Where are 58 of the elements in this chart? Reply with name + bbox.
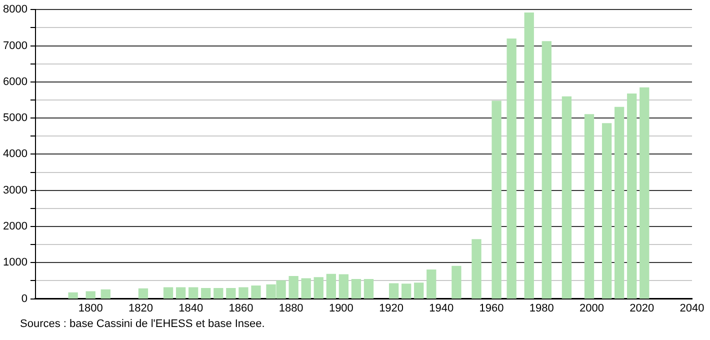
- x-tick-label: 1840: [178, 302, 204, 314]
- bar: [188, 287, 198, 299]
- y-tick-label: 2000: [2, 220, 28, 233]
- bar: [492, 100, 502, 299]
- bar: [201, 288, 211, 299]
- bar: [472, 239, 482, 299]
- x-tick-label: 1860: [228, 302, 254, 314]
- source-note: Sources : base Cassini de l'EHESS et base Insee.: [20, 318, 266, 330]
- bar: [226, 288, 236, 299]
- y-tick-label: 5000: [2, 112, 28, 124]
- y-tick-label: 7000: [2, 40, 28, 52]
- bar: [640, 87, 650, 299]
- x-tick-label: 2000: [580, 302, 604, 314]
- bar: [614, 106, 624, 299]
- x-tick-label: 1960: [479, 302, 504, 314]
- bar: [301, 278, 311, 299]
- bar: [364, 278, 374, 299]
- bar: [542, 41, 552, 299]
- bar: [314, 277, 324, 299]
- y-tick-label: 1000: [2, 256, 28, 269]
- bar: [584, 114, 594, 299]
- bar: [238, 287, 248, 299]
- x-tick-label: 2020: [630, 302, 654, 314]
- bar: [452, 266, 462, 299]
- bar: [506, 38, 516, 299]
- x-tick-label: 1940: [429, 302, 454, 314]
- bar: [414, 282, 424, 299]
- bar: [402, 284, 412, 299]
- bar: [602, 123, 612, 299]
- bar: [288, 276, 298, 299]
- bar: [86, 291, 96, 299]
- y-tick-label: 0: [21, 292, 28, 305]
- x-tick-label: 1920: [379, 302, 404, 314]
- bar: [100, 289, 110, 299]
- x-tick-label: 1980: [529, 302, 554, 314]
- y-tick-label: 3000: [2, 184, 28, 196]
- x-tick-label: 1900: [328, 302, 354, 314]
- x-tick-label: 2040: [680, 302, 704, 314]
- bar: [251, 285, 261, 299]
- bar: [524, 12, 534, 299]
- bar: [627, 94, 637, 299]
- y-tick-label: 8000: [2, 4, 28, 16]
- bar: [214, 288, 224, 299]
- x-tick-label: 1880: [278, 302, 304, 314]
- bar: [351, 278, 362, 299]
- bar: [338, 274, 349, 299]
- x-tick-label: 1820: [128, 302, 153, 314]
- bar: [562, 96, 572, 299]
- bar: [163, 287, 174, 299]
- bar: [68, 292, 78, 299]
- bar: [388, 283, 399, 299]
- y-tick-label: 4000: [2, 148, 28, 160]
- y-tick-label: 6000: [2, 76, 28, 88]
- bar: [138, 288, 148, 299]
- bar: [426, 270, 436, 299]
- bar: [326, 274, 336, 299]
- x-tick-label: 1800: [78, 302, 103, 314]
- bar: [176, 287, 186, 299]
